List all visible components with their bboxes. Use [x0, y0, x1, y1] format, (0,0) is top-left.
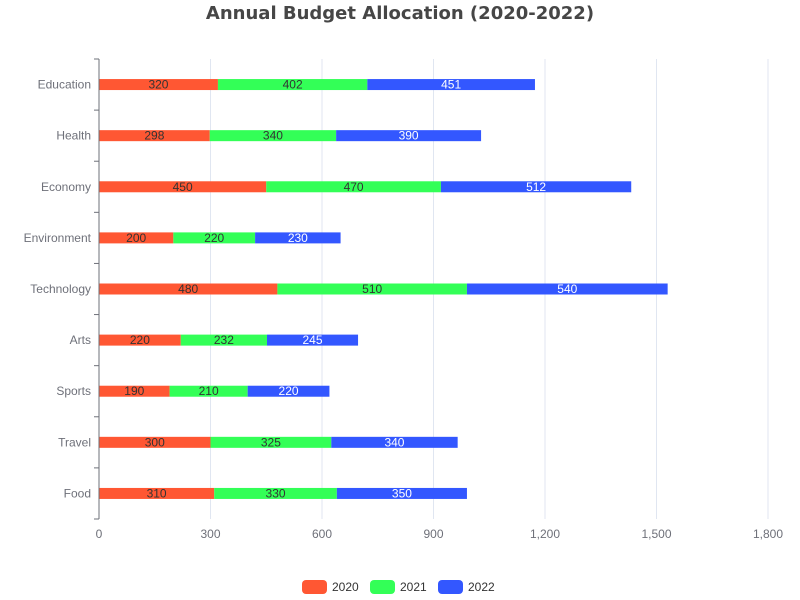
legend-swatch[interactable]: [302, 580, 327, 594]
bar-segment[interactable]: [180, 334, 267, 346]
bar-segment[interactable]: [440, 181, 632, 193]
bar-value-label: 540: [557, 282, 577, 296]
bar-segment[interactable]: [99, 181, 267, 193]
bar-value-label: 340: [384, 435, 404, 449]
y-category-label: Travel: [58, 435, 91, 449]
y-category-label: Health: [56, 129, 91, 143]
legend-label[interactable]: 2020: [332, 580, 359, 594]
x-tick-label: 0: [96, 527, 103, 541]
bar-segment[interactable]: [99, 283, 278, 295]
x-tick-label: 900: [423, 527, 443, 541]
bar-segment[interactable]: [466, 283, 668, 295]
bar-segment[interactable]: [217, 79, 368, 91]
chart-title: Annual Budget Allocation (2020-2022): [206, 3, 594, 24]
bar-value-label: 232: [214, 333, 234, 347]
y-category-label: Environment: [24, 231, 92, 245]
bar-value-label: 310: [147, 486, 167, 500]
bar-segment[interactable]: [99, 436, 211, 448]
bars: 310 330 350 300 325 340 190 210 220 220 232 245 480 5…: [99, 78, 668, 500]
bar-segment[interactable]: [209, 130, 337, 142]
y-category-label: Education: [38, 78, 91, 92]
bar-value-label: 200: [126, 231, 146, 245]
bar-segment[interactable]: [266, 334, 359, 346]
bar-segment[interactable]: [99, 487, 215, 499]
bar-value-label: 402: [283, 78, 303, 92]
bar-value-label: 220: [204, 231, 224, 245]
bar-segment[interactable]: [336, 130, 482, 142]
bar-segment[interactable]: [99, 79, 218, 91]
bar-value-label: 245: [303, 333, 323, 347]
bar-value-label: 220: [130, 333, 150, 347]
bar-segment[interactable]: [173, 232, 256, 244]
bar-segment[interactable]: [255, 232, 341, 244]
x-tick-label: 300: [200, 527, 220, 541]
bar-segment[interactable]: [277, 283, 467, 295]
bar-value-label: 480: [178, 282, 198, 296]
bar-segment[interactable]: [331, 436, 458, 448]
bar-value-label: 210: [199, 384, 219, 398]
bar-value-label: 512: [526, 180, 546, 194]
y-category-label: Arts: [70, 333, 91, 347]
bar-value-label: 470: [344, 180, 364, 194]
legend-swatch[interactable]: [370, 580, 395, 594]
bar-segment[interactable]: [247, 385, 330, 397]
bar-segment[interactable]: [99, 130, 210, 142]
bar-segment[interactable]: [367, 79, 535, 91]
legend-label[interactable]: 2022: [468, 580, 495, 594]
bar-value-label: 390: [399, 129, 419, 143]
x-tick-label: 600: [312, 527, 332, 541]
y-category-label: Technology: [30, 282, 91, 296]
bar-value-label: 190: [124, 384, 144, 398]
bar-value-label: 350: [392, 486, 412, 500]
bar-segment[interactable]: [99, 232, 174, 244]
legend[interactable]: 2020 2021 2022: [302, 580, 495, 594]
bar-segment[interactable]: [99, 334, 181, 346]
x-tick-label: 1,500: [641, 527, 671, 541]
axes: 0 300 600 900 1,200 1,500 1,800 Food Travel Sport…: [24, 58, 783, 541]
bar-value-label: 340: [263, 129, 283, 143]
bar-value-label: 220: [279, 384, 299, 398]
x-tick-label: 1,800: [753, 527, 783, 541]
bar-value-label: 320: [148, 78, 168, 92]
legend-swatch[interactable]: [438, 580, 463, 594]
y-category-label: Economy: [41, 180, 91, 194]
bar-value-label: 510: [362, 282, 382, 296]
y-category-label: Food: [64, 486, 91, 500]
bar-segment[interactable]: [210, 436, 332, 448]
bar-segment[interactable]: [266, 181, 441, 193]
bar-value-label: 298: [144, 129, 164, 143]
bar-segment[interactable]: [169, 385, 248, 397]
bar-value-label: 325: [261, 435, 281, 449]
bar-value-label: 451: [441, 78, 461, 92]
bar-value-label: 450: [173, 180, 193, 194]
bar-value-label: 230: [288, 231, 308, 245]
bar-segment[interactable]: [336, 487, 467, 499]
bar-value-label: 300: [145, 435, 165, 449]
bar-segment[interactable]: [99, 385, 170, 397]
legend-label[interactable]: 2021: [400, 580, 427, 594]
x-tick-label: 1,200: [530, 527, 560, 541]
bar-value-label: 330: [266, 486, 286, 500]
bar-segment[interactable]: [214, 487, 337, 499]
y-category-label: Sports: [56, 384, 91, 398]
